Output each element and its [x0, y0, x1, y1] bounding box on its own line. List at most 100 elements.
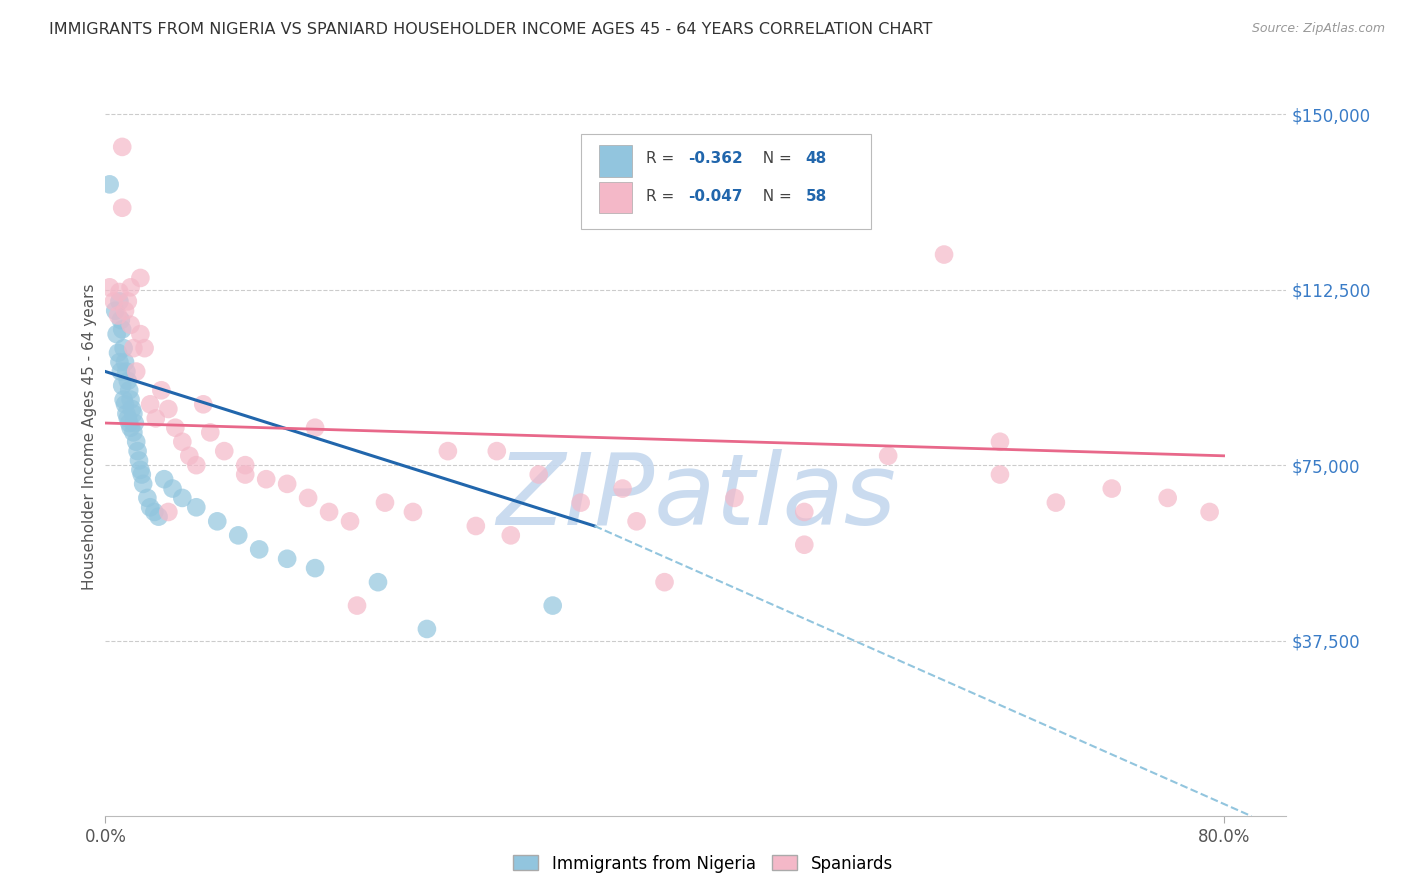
- Point: [527, 467, 550, 482]
- Point: [402, 505, 425, 519]
- Point: [111, 378, 134, 392]
- Point: [139, 397, 162, 411]
- Point: [114, 355, 136, 369]
- Point: [125, 365, 148, 379]
- Point: [437, 444, 460, 458]
- FancyBboxPatch shape: [582, 134, 870, 228]
- Point: [157, 505, 180, 519]
- Point: [207, 514, 229, 528]
- Point: [125, 434, 148, 449]
- Point: [120, 392, 142, 407]
- Point: [541, 599, 564, 613]
- Point: [148, 509, 170, 524]
- Point: [304, 421, 326, 435]
- Point: [128, 453, 150, 467]
- Point: [107, 346, 129, 360]
- Point: [98, 178, 121, 192]
- Y-axis label: Householder Income Ages 45 - 64 years: Householder Income Ages 45 - 64 years: [82, 284, 97, 591]
- Point: [115, 365, 138, 379]
- Text: ZIPatlas: ZIPatlas: [496, 450, 896, 546]
- Point: [297, 491, 319, 505]
- Text: 58: 58: [806, 189, 827, 204]
- Point: [108, 294, 131, 309]
- Point: [723, 491, 745, 505]
- Point: [233, 458, 256, 472]
- Text: 48: 48: [806, 152, 827, 166]
- Legend: Immigrants from Nigeria, Spaniards: Immigrants from Nigeria, Spaniards: [506, 848, 900, 880]
- Point: [136, 491, 159, 505]
- Bar: [599, 145, 633, 177]
- Point: [122, 407, 145, 421]
- Point: [131, 467, 153, 482]
- Point: [318, 505, 340, 519]
- Point: [612, 482, 634, 496]
- Point: [118, 384, 141, 398]
- Point: [193, 397, 215, 411]
- Point: [103, 294, 125, 309]
- Point: [254, 472, 277, 486]
- Point: [304, 561, 326, 575]
- Point: [1101, 482, 1123, 496]
- Point: [1198, 505, 1220, 519]
- Point: [569, 495, 592, 509]
- Point: [112, 341, 135, 355]
- Point: [626, 514, 648, 528]
- Point: [374, 495, 396, 509]
- Point: [200, 425, 222, 440]
- Point: [121, 402, 143, 417]
- Point: [165, 421, 187, 435]
- Point: [118, 416, 141, 430]
- Text: R =: R =: [647, 189, 679, 204]
- Point: [153, 472, 176, 486]
- Point: [111, 140, 134, 154]
- Point: [129, 271, 152, 285]
- Point: [117, 411, 139, 425]
- Point: [464, 519, 486, 533]
- Point: [120, 318, 142, 332]
- Text: -0.362: -0.362: [688, 152, 742, 166]
- Point: [129, 463, 152, 477]
- Point: [108, 285, 131, 299]
- Point: [114, 303, 136, 318]
- Point: [367, 575, 389, 590]
- Point: [654, 575, 676, 590]
- Point: [1157, 491, 1180, 505]
- Point: [139, 500, 162, 515]
- Point: [172, 434, 194, 449]
- Point: [186, 458, 208, 472]
- Text: R =: R =: [647, 152, 679, 166]
- Point: [988, 434, 1011, 449]
- Point: [110, 313, 132, 327]
- Point: [499, 528, 522, 542]
- Point: [107, 309, 129, 323]
- Text: Source: ZipAtlas.com: Source: ZipAtlas.com: [1251, 22, 1385, 36]
- Point: [150, 384, 173, 398]
- Point: [145, 411, 167, 425]
- Point: [120, 280, 142, 294]
- Point: [485, 444, 508, 458]
- Point: [346, 599, 368, 613]
- Text: N =: N =: [752, 152, 796, 166]
- Point: [114, 397, 136, 411]
- Point: [988, 467, 1011, 482]
- Point: [110, 365, 132, 379]
- Point: [172, 491, 194, 505]
- Point: [117, 374, 139, 388]
- Point: [122, 341, 145, 355]
- Point: [122, 425, 145, 440]
- Point: [186, 500, 208, 515]
- Point: [108, 355, 131, 369]
- Point: [179, 449, 201, 463]
- Point: [132, 476, 155, 491]
- Text: N =: N =: [752, 189, 796, 204]
- Point: [1045, 495, 1067, 509]
- Point: [276, 476, 298, 491]
- Bar: [599, 182, 633, 213]
- Point: [793, 538, 815, 552]
- Point: [115, 407, 138, 421]
- Text: -0.047: -0.047: [688, 189, 742, 204]
- Point: [104, 303, 127, 318]
- Point: [112, 392, 135, 407]
- Point: [111, 322, 134, 336]
- Point: [793, 505, 815, 519]
